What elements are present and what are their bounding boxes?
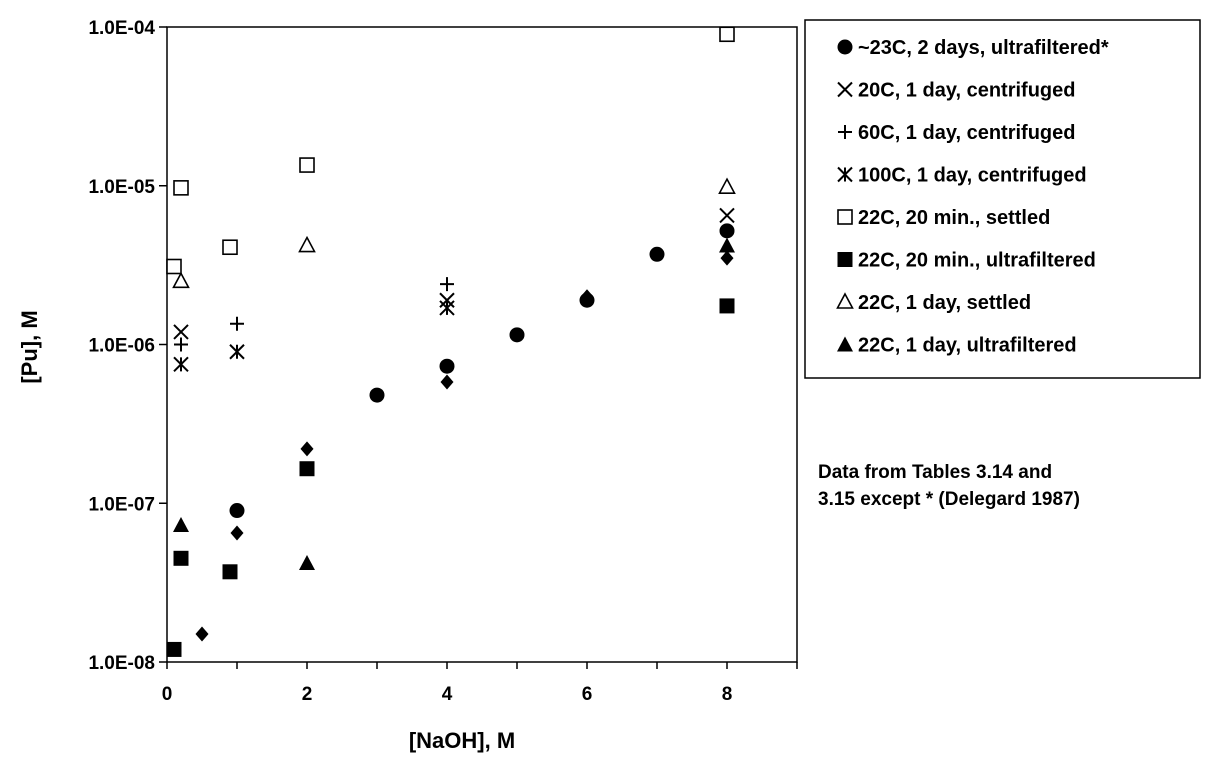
data-point [299,555,315,571]
y-tick-label: 1.0E-08 [88,653,155,674]
legend-label: 20C, 1 day, centrifuged [858,80,1075,102]
series-2 [173,207,735,340]
data-point [718,177,736,194]
legend-marker [837,39,853,55]
data-point [172,271,190,289]
x-tick-label: 0 [162,684,173,705]
y-tick-label: 1.0E-05 [88,177,155,198]
x-axis-title: [NaOH], M [409,728,515,753]
x-tick-label: 2 [302,684,313,705]
legend: ~23C, 2 days, ultrafiltered* 20C, 1 day, … [804,19,1201,379]
data-point [173,180,189,196]
data-point [298,235,316,253]
data-point [719,223,735,239]
data-point [173,516,189,532]
legend-marker [837,209,853,225]
y-tick-label: 1.0E-04 [88,18,155,39]
legend-marker [836,292,854,309]
data-point [509,327,525,343]
series-4 [173,300,455,373]
legend-label: 22C, 20 min., settled [858,207,1050,229]
data-point [173,324,189,340]
legend-marker [837,252,853,267]
data-point [230,316,244,331]
y-axis-title: [Pu], M [17,310,42,383]
plot-frame [166,26,798,663]
source-note-line-2: 3.15 except * (Delegard 1987) [818,489,1080,510]
legend-label: ~23C, 2 days, ultrafiltered* [858,37,1109,59]
y-tick-label: 1.0E-07 [88,494,155,515]
legend-frame [804,19,1201,379]
x-tick-label: 8 [722,684,733,705]
legend-label: 22C, 1 day, ultrafiltered [858,335,1077,357]
data-point [580,289,594,305]
data-point [166,641,182,657]
legend-label: 100C, 1 day, centrifuged [858,165,1087,187]
y-tick-label: 1.0E-06 [88,336,155,357]
x-tick-label: 6 [582,684,593,705]
series-5 [166,26,735,275]
data-point [229,344,245,360]
data-point [440,277,454,292]
series-6 [166,298,735,657]
data-point [440,374,454,390]
plot-layer: 0 2 4 6 8 1.0E-08 1.0E-07 1.0E-06 1.0E-05 1.0E-04 [88,18,798,705]
source-note-line-1: Data from Tables 3.14 and [818,462,1052,483]
data-point [439,358,455,374]
data-point [369,387,385,403]
legend-marker [837,166,853,183]
legend-label: 60C, 1 day, centrifuged [858,122,1075,144]
data-point [719,298,735,314]
legend-marker [837,81,853,98]
data-point [719,207,735,224]
data-point [174,337,188,352]
legend-marker [837,336,853,352]
data-point [299,157,315,173]
data-point [230,525,244,541]
data-point [649,246,665,262]
series-7 [172,177,736,289]
series-3 [174,277,454,352]
data-point [166,258,182,275]
data-point [222,239,238,256]
legend-marker [838,125,852,139]
data-point [719,26,735,43]
data-point [299,461,315,477]
legend-label: 22C, 1 day, settled [858,292,1031,314]
data-point [222,564,238,580]
data-point [229,503,245,519]
legend-label: 22C, 20 min., ultrafiltered [858,250,1096,272]
data-point [195,626,209,642]
data-point [300,441,314,457]
data-point [439,292,455,308]
series-9 [195,250,734,642]
data-point [439,300,455,316]
data-point [720,250,734,266]
x-tick-label: 4 [442,684,453,705]
data-point [173,356,189,373]
series-8 [173,237,735,571]
data-point [173,550,189,566]
data-point [719,237,735,253]
